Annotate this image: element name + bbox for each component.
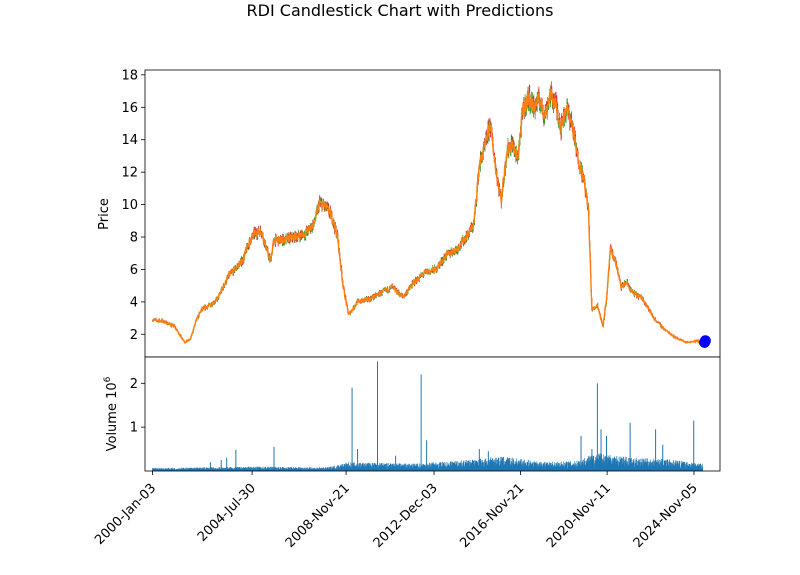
chart-title: RDI Candlestick Chart with Predictions: [247, 1, 554, 20]
prediction-point: [699, 335, 711, 347]
price-y-tick-label: 14: [121, 133, 138, 148]
price-y-tick-label: 6: [130, 263, 138, 278]
volume-y-ticks: 12: [130, 377, 145, 436]
volume-plot-area: [145, 357, 720, 471]
volume-unit-exponent: 6: [103, 376, 113, 382]
price-close-line: [151, 88, 704, 345]
x-tick-label: 2016-Nov-21: [457, 481, 527, 551]
price-y-tick-label: 2: [130, 328, 138, 343]
x-tick-label: 2008-Nov-21: [283, 481, 353, 551]
price-y-tick-label: 18: [121, 68, 138, 83]
price-y-tick-label: 12: [121, 166, 138, 181]
x-tick-label: 2020-Nov-11: [544, 481, 614, 551]
volume-bars: [152, 361, 703, 471]
volume-y-tick-label: 1: [130, 421, 138, 436]
volume-panel: 12 Volume 106: [103, 356, 721, 472]
x-tick-label: 2024-Nov-05: [631, 481, 701, 551]
price-y-tick-label: 16: [121, 101, 138, 116]
x-axis-ticks: 2000-Jan-03 2004-Jul-30 2008-Nov-21 2012-De…: [92, 471, 701, 551]
price-y-tick-label: 8: [130, 231, 138, 246]
volume-unit-base: 10: [105, 382, 120, 399]
price-y-ticks: 2 4 6 8 10 12 14 16 18: [121, 68, 145, 343]
price-y-tick-label: 10: [121, 198, 138, 213]
x-tick-label: 2004-Jul-30: [195, 481, 259, 545]
volume-y-axis-label: Volume 106: [103, 376, 120, 451]
price-plot-area: [145, 70, 720, 357]
price-panel: 2 4 6 8 10 12 14 16 18 Price: [97, 68, 721, 358]
volume-label-text: Volume: [105, 403, 120, 451]
x-tick-label: 2000-Jan-03: [92, 481, 159, 548]
prediction-markers: [699, 335, 711, 348]
x-tick-label: 2012-Dec-03: [371, 481, 441, 551]
price-y-tick-label: 4: [130, 295, 138, 310]
volume-y-tick-label: 2: [130, 377, 138, 392]
volume-axes-frame: [144, 356, 721, 472]
price-y-axis-label: Price: [97, 198, 112, 230]
